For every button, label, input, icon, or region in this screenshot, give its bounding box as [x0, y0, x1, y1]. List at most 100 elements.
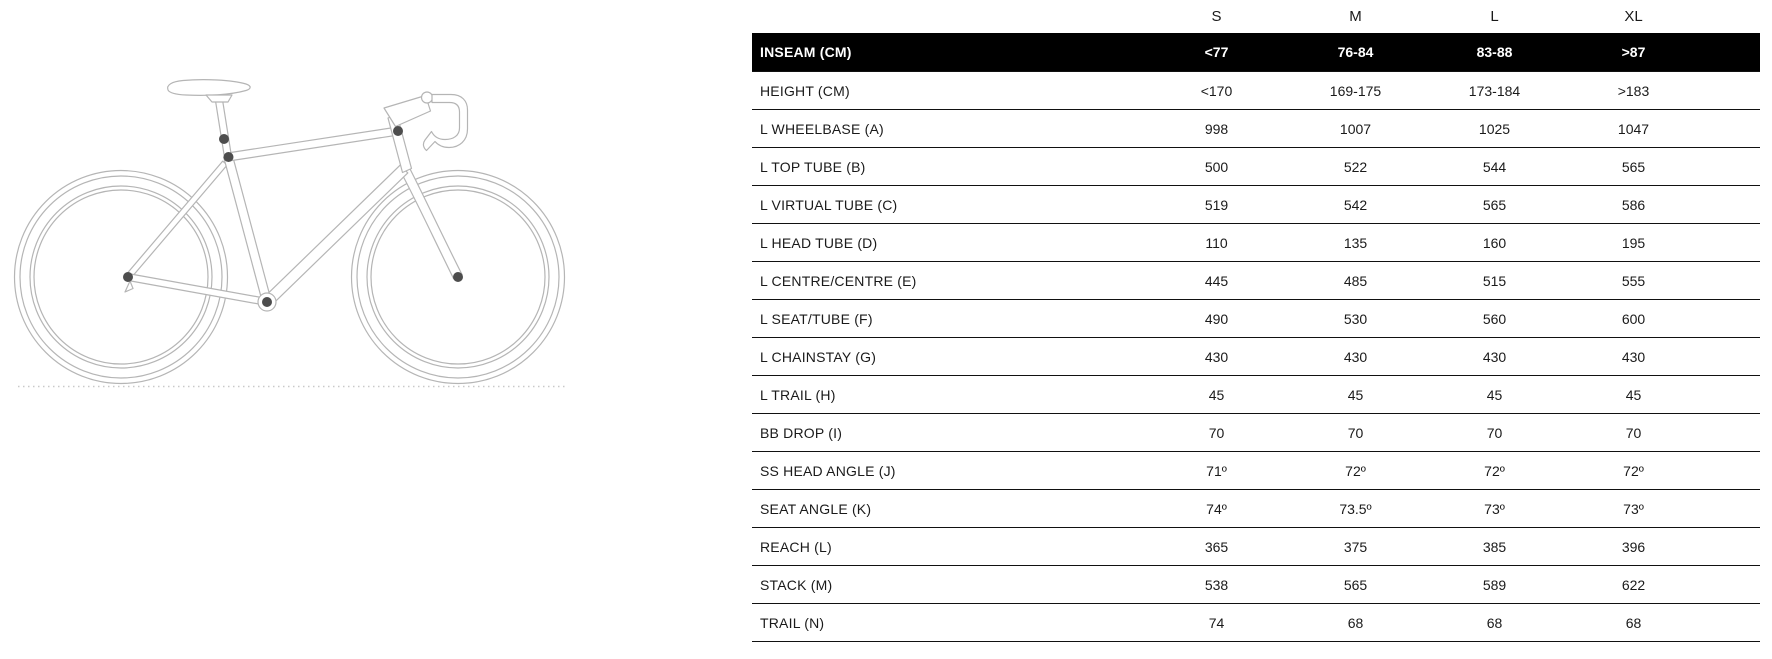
- cell-value: 565: [1343, 576, 1368, 593]
- row-label: SEAT ANGLE (K): [760, 500, 872, 517]
- cell-value: 70: [1347, 424, 1364, 441]
- cell-value: 515: [1482, 272, 1507, 289]
- table-row: BB DROP (I) 70 70 70 70: [752, 414, 1760, 452]
- chainstay: [126, 273, 269, 306]
- cell-value: 45: [1486, 386, 1503, 403]
- cell-value: 45: [1625, 386, 1642, 403]
- cell-value: 70: [1208, 424, 1225, 441]
- spacer-cell: [1703, 148, 1760, 186]
- table-row: SS HEAD ANGLE (J) 71º 72º 72º 72º: [752, 452, 1760, 490]
- cell-value: 72º: [1484, 462, 1505, 479]
- cell-value: 45: [1208, 386, 1225, 403]
- header-empty-cell: [752, 0, 1147, 33]
- cell-value: 560: [1482, 310, 1507, 327]
- spacer-cell: [1703, 72, 1760, 110]
- rear-dropout: [124, 280, 134, 293]
- spacer-cell: [1703, 224, 1760, 262]
- cell-value: <77: [1204, 44, 1229, 60]
- spacer-cell: [1703, 490, 1760, 528]
- table-row: TRAIL (N) 74 68 68 68: [752, 604, 1760, 642]
- cell-value: 490: [1204, 310, 1229, 327]
- size-header-row: S M L XL: [752, 0, 1760, 33]
- spacer-cell: [1703, 186, 1760, 224]
- table-row: HEIGHT (CM) <170 169-175 173-184 >183: [752, 72, 1760, 110]
- cell-value: 600: [1621, 310, 1646, 327]
- cell-value: 72º: [1345, 462, 1366, 479]
- seatstay: [125, 160, 228, 280]
- cell-value: 385: [1482, 538, 1507, 555]
- row-label: L CENTRE/CENTRE (E): [760, 272, 917, 289]
- spacer-cell: [1703, 262, 1760, 300]
- table-row: REACH (L) 365 375 385 396: [752, 528, 1760, 566]
- geometry-table-body: S M L XL INSEAM (CM) <77 76-84 83-88 >87 HEIG…: [752, 0, 1760, 642]
- cell-value: 586: [1621, 196, 1646, 213]
- cell-value: 565: [1482, 196, 1507, 213]
- cell-value: 70: [1625, 424, 1642, 441]
- spacer-cell: [1703, 0, 1760, 33]
- cell-value: 70: [1486, 424, 1503, 441]
- cell-value: 72º: [1623, 462, 1644, 479]
- cell-value: 68: [1625, 614, 1642, 631]
- cell-value: 998: [1204, 120, 1229, 137]
- row-label: BB DROP (I): [760, 424, 843, 441]
- cell-value: 135: [1343, 234, 1368, 251]
- cell-value: 169-175: [1329, 82, 1382, 99]
- cell-value: 430: [1621, 348, 1646, 365]
- cell-value: 73.5º: [1339, 500, 1372, 517]
- down-tube: [262, 164, 409, 307]
- spacer-cell: [1703, 528, 1760, 566]
- cell-value: 565: [1621, 158, 1646, 175]
- cell-value: 589: [1482, 576, 1507, 593]
- measure-point-bottom-bracket: [262, 297, 272, 307]
- row-label: INSEAM (CM): [760, 44, 852, 60]
- spacer-cell: [1703, 338, 1760, 376]
- table-row: L TOP TUBE (B) 500 522 544 565: [752, 148, 1760, 186]
- row-label: L SEAT/TUBE (F): [760, 310, 873, 327]
- row-label: L TOP TUBE (B): [760, 158, 866, 175]
- measure-point-front-axle: [453, 272, 463, 282]
- cell-value: 83-88: [1476, 44, 1513, 60]
- cell-value: 544: [1482, 158, 1507, 175]
- table-row: STACK (M) 538 565 589 622: [752, 566, 1760, 604]
- measure-point-head-tube: [393, 126, 403, 136]
- spacer-cell: [1703, 300, 1760, 338]
- cell-value: 110: [1205, 234, 1228, 251]
- row-label: SS HEAD ANGLE (J): [760, 462, 896, 479]
- handlebar: [422, 93, 469, 152]
- cell-value: 365: [1204, 538, 1229, 555]
- cell-value: 519: [1204, 196, 1229, 213]
- rear-wheel: [13, 169, 229, 385]
- row-label: L VIRTUAL TUBE (C): [760, 196, 898, 213]
- spacer-cell: [1703, 452, 1760, 490]
- geometry-table: S M L XL INSEAM (CM) <77 76-84 83-88 >87 HEIG…: [752, 0, 1760, 642]
- measure-point-seat-cluster: [223, 152, 234, 162]
- cell-value: <170: [1200, 82, 1233, 99]
- row-label: L CHAINSTAY (G): [760, 348, 877, 365]
- spacer-cell: [1703, 376, 1760, 414]
- size-header-s: S: [1211, 8, 1222, 25]
- cell-value: 485: [1343, 272, 1368, 289]
- cell-value: 76-84: [1337, 44, 1374, 60]
- top-tube: [226, 126, 400, 162]
- cell-value: 74: [1208, 614, 1225, 631]
- cell-value: 430: [1482, 348, 1507, 365]
- spacer-cell: [1703, 566, 1760, 604]
- cell-value: 71º: [1206, 462, 1227, 479]
- stem: [383, 94, 432, 128]
- spacer-cell: [1703, 110, 1760, 148]
- table-row: L CENTRE/CENTRE (E) 445 485 515 555: [752, 262, 1760, 300]
- cell-value: >87: [1621, 44, 1646, 60]
- cell-value: 1047: [1617, 120, 1650, 137]
- measure-points: [123, 126, 463, 307]
- cell-value: 195: [1621, 234, 1646, 251]
- stem-cap: [420, 91, 434, 104]
- cell-value: 396: [1621, 538, 1646, 555]
- cell-value: 530: [1343, 310, 1368, 327]
- cell-value: 173-184: [1468, 82, 1521, 99]
- table-row: L CHAINSTAY (G) 430 430 430 430: [752, 338, 1760, 376]
- measure-point-rear-axle: [123, 272, 133, 282]
- table-row: L SEAT/TUBE (F) 490 530 560 600: [752, 300, 1760, 338]
- size-header-xl: XL: [1624, 8, 1643, 25]
- table-row: L HEAD TUBE (D) 110 135 160 195: [752, 224, 1760, 262]
